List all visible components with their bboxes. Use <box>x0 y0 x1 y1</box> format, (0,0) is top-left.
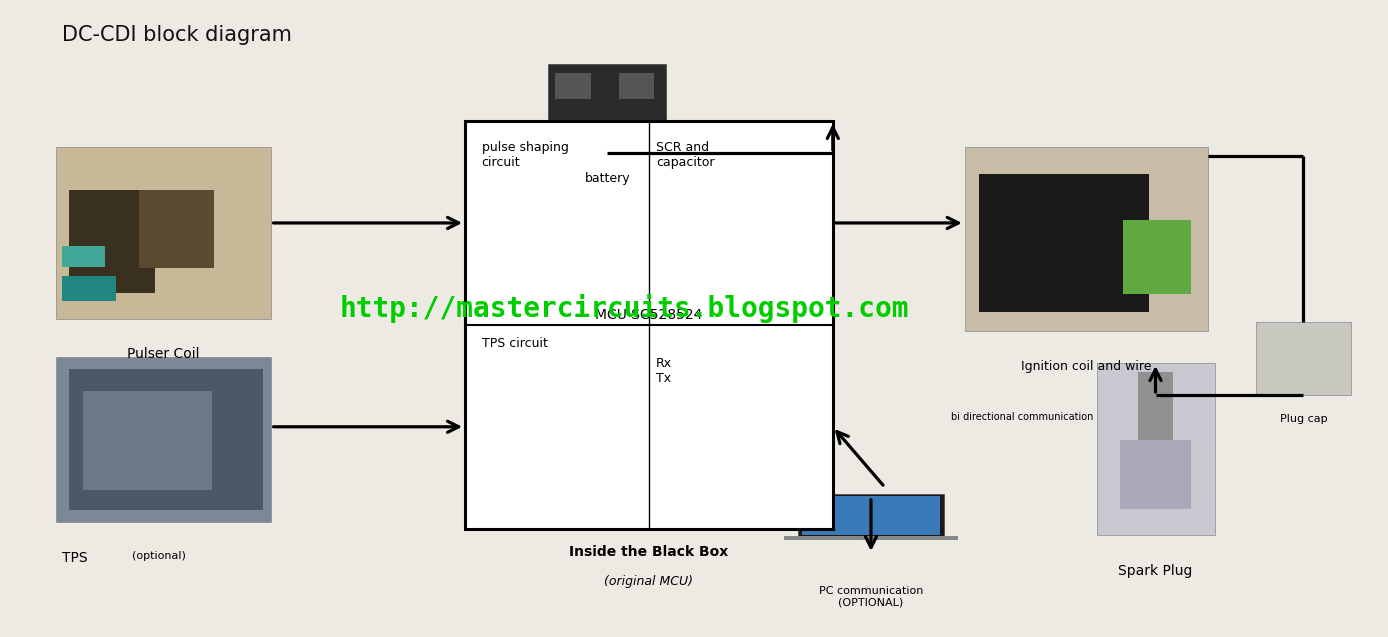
Bar <box>548 64 666 153</box>
Bar <box>965 147 1208 331</box>
Bar <box>139 190 214 268</box>
Text: TPS circuit: TPS circuit <box>482 337 547 350</box>
Bar <box>56 357 271 522</box>
Text: Rx
Tx: Rx Tx <box>657 357 672 385</box>
Text: pulse shaping
circuit: pulse shaping circuit <box>482 141 569 169</box>
Text: SCR and
capacitor: SCR and capacitor <box>657 141 715 169</box>
Bar <box>1123 220 1191 294</box>
Text: (optional): (optional) <box>132 551 186 561</box>
Text: Pulser Coil: Pulser Coil <box>126 347 200 361</box>
Bar <box>465 121 833 529</box>
Text: bi directional communication: bi directional communication <box>951 412 1094 422</box>
Bar <box>784 536 958 540</box>
Bar <box>555 73 591 99</box>
Text: Spark Plug: Spark Plug <box>1119 564 1192 578</box>
Bar <box>979 174 1148 312</box>
Bar <box>1256 322 1351 395</box>
Bar <box>62 247 105 267</box>
Bar <box>798 494 944 537</box>
Bar <box>83 391 212 490</box>
Bar <box>1097 363 1214 535</box>
Text: DC-CDI block diagram: DC-CDI block diagram <box>62 25 293 45</box>
Text: (original MCU): (original MCU) <box>604 575 694 587</box>
Text: Ignition coil and wire: Ignition coil and wire <box>1020 360 1152 373</box>
Bar <box>1120 441 1191 510</box>
Text: http://mastercircuits.blogspot.com: http://mastercircuits.blogspot.com <box>340 294 909 324</box>
Text: Inside the Black Box: Inside the Black Box <box>569 545 729 559</box>
Text: TPS: TPS <box>62 551 87 565</box>
Bar <box>69 190 155 293</box>
Text: battery: battery <box>584 172 630 185</box>
Text: Plug cap: Plug cap <box>1280 414 1327 424</box>
Bar <box>69 369 264 510</box>
Bar <box>1138 371 1173 449</box>
Bar <box>62 276 117 301</box>
Bar <box>56 147 271 318</box>
Text: PC communication
(OPTIONAL): PC communication (OPTIONAL) <box>819 586 923 608</box>
Bar <box>802 496 940 535</box>
Text: MCU SC528524: MCU SC528524 <box>595 308 702 322</box>
Bar <box>619 73 655 99</box>
